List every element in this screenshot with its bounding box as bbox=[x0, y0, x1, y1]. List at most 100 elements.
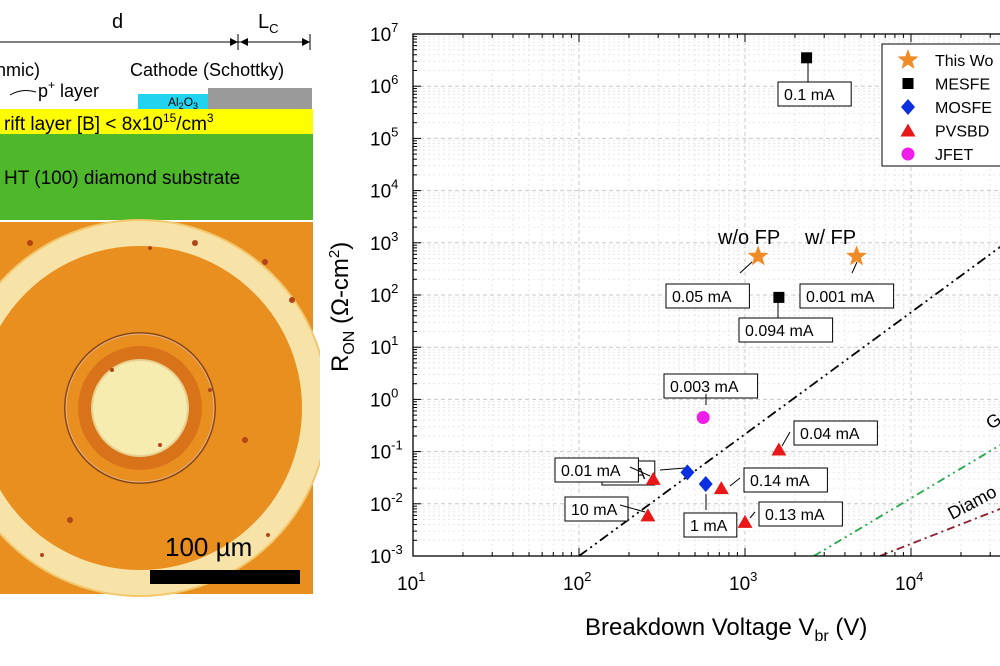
substrate-layer bbox=[0, 134, 313, 220]
axes: G Diamo 101 102 103 104 10-3 10-2 10-1 100 101 102 1… bbox=[370, 20, 1000, 595]
data-label-box bbox=[738, 317, 834, 343]
annotation-w-fp: w/ FP bbox=[804, 227, 856, 249]
dim-lc-arrow-left bbox=[240, 38, 248, 46]
data-label-leader bbox=[619, 504, 646, 513]
substrate-label: HT (100) diamond substrate bbox=[4, 168, 240, 189]
cathode-label: Cathode (Schottky) bbox=[130, 60, 284, 80]
legend-box bbox=[881, 43, 1000, 167]
marker-circle bbox=[901, 147, 915, 161]
data-label-leader bbox=[749, 511, 756, 519]
marker-star bbox=[747, 245, 769, 266]
dim-d-arrow bbox=[230, 38, 238, 46]
marker-triangle bbox=[713, 481, 729, 495]
marker-square bbox=[801, 52, 813, 64]
limit-line-label: G bbox=[982, 409, 1000, 433]
dim-lc-label: LC bbox=[258, 11, 279, 36]
data-label: 10 mA bbox=[571, 502, 618, 519]
annotation-wo-fp: w/o FP bbox=[717, 227, 780, 249]
anode-ring-outline bbox=[64, 332, 216, 484]
anode-center-edge bbox=[91, 359, 189, 457]
data-label: 0.094 mA bbox=[745, 323, 814, 340]
data-label-leader bbox=[659, 467, 686, 471]
marker-diamond bbox=[901, 99, 915, 115]
data-label: 0.04 mA bbox=[800, 426, 860, 443]
ohmic-label: hmic) bbox=[0, 60, 40, 80]
al2o3-label: Al2O3 bbox=[168, 95, 198, 111]
marker-square bbox=[902, 78, 914, 89]
x-tick-label: 104 bbox=[895, 569, 923, 595]
data-label: 0.14 mA bbox=[750, 473, 810, 490]
legend: This Wo MESFE MOSFE PVSBD JFET bbox=[881, 43, 1000, 167]
data-label-box bbox=[665, 283, 750, 309]
surface-defects bbox=[27, 240, 295, 557]
cathode-metal bbox=[208, 88, 312, 109]
data-label-box bbox=[758, 501, 843, 527]
data-label-leader bbox=[851, 261, 858, 274]
drift-layer bbox=[0, 109, 313, 134]
data-label-leader bbox=[629, 466, 651, 477]
legend-entry: JFET bbox=[935, 147, 973, 164]
data-label-leader bbox=[781, 431, 791, 447]
outer-ring bbox=[0, 220, 320, 596]
marker-diamond bbox=[680, 464, 695, 481]
marker-triangle bbox=[640, 508, 656, 522]
anode-center bbox=[92, 360, 188, 456]
data-label-leader bbox=[739, 261, 753, 274]
marker-circle bbox=[696, 411, 710, 425]
x-tick-label: 102 bbox=[563, 569, 591, 595]
limit-line-label: Diamo bbox=[944, 481, 999, 523]
y-tick-label: 10-1 bbox=[370, 438, 403, 464]
y-tick-label: 10-3 bbox=[370, 542, 403, 568]
data-label: 1 mA bbox=[690, 518, 728, 535]
data-label: 0.01 mA bbox=[561, 463, 621, 480]
marker-square bbox=[773, 291, 785, 303]
data-label-box bbox=[683, 512, 738, 538]
dim-lc-arrow-right bbox=[302, 38, 310, 46]
anode-ring-inner bbox=[65, 333, 215, 483]
data-label-box bbox=[799, 283, 895, 309]
data-label: 0.13 mA bbox=[765, 507, 825, 524]
marker-triangle bbox=[771, 442, 787, 456]
legend-entry: This Wo bbox=[935, 53, 993, 70]
data-label: 0.003 mA bbox=[670, 379, 739, 396]
marker-diamond bbox=[698, 475, 713, 492]
data-label-box bbox=[777, 81, 852, 107]
x-tick-label: 101 bbox=[397, 569, 425, 595]
data-label-leader bbox=[729, 477, 741, 487]
device-panel: d LC hmic) p+ layer Cathode (Schottky) A… bbox=[0, 11, 320, 597]
p-layer-leader bbox=[9, 90, 37, 96]
y-tick-label: 10-2 bbox=[370, 490, 403, 516]
data-labels: 0.05 mA0.001 mA0.1 mA0.094 mA1 mA1 mA0.0… bbox=[554, 58, 895, 538]
marker-triangle bbox=[645, 471, 661, 485]
marker-star bbox=[846, 245, 867, 266]
legend-entry: MOSFE bbox=[935, 100, 992, 117]
data-label: 0.05 mA bbox=[672, 289, 732, 306]
outer-ring-edge bbox=[0, 219, 320, 597]
y-axis-title: RON (Ω-cm2) bbox=[326, 242, 358, 372]
p-layer-label: p+ layer bbox=[38, 78, 99, 101]
data-label: 0.1 mA bbox=[784, 87, 835, 104]
axis-titles: Breakdown Voltage Vbr (V) RON (Ω-cm2) w/… bbox=[326, 227, 867, 645]
legend-entry: PVSBD bbox=[935, 124, 989, 141]
y-tick-label: 106 bbox=[370, 72, 398, 98]
limit-line bbox=[813, 444, 1000, 556]
dim-d-label: d bbox=[112, 11, 123, 33]
y-tick-label: 100 bbox=[370, 385, 398, 411]
marker-star bbox=[897, 49, 919, 69]
y-tick-label: 101 bbox=[370, 333, 398, 359]
data-label: 0.001 mA bbox=[806, 289, 875, 306]
data-markers bbox=[640, 52, 867, 528]
drift-layer-label: rift layer [B] < 8x1015/cm3 bbox=[4, 111, 214, 135]
x-axis-title: Breakdown Voltage Vbr (V) bbox=[585, 614, 867, 645]
marker-triangle bbox=[737, 514, 753, 528]
legend-entry: MESFE bbox=[935, 77, 990, 94]
marker-triangle bbox=[900, 123, 916, 137]
data-label-box bbox=[554, 457, 639, 483]
limit-line bbox=[578, 245, 1000, 556]
y-tick-label: 104 bbox=[370, 177, 398, 203]
data-label-box bbox=[793, 420, 878, 446]
data-label-box bbox=[564, 496, 629, 522]
scale-bar-label: 100 µm bbox=[165, 532, 252, 562]
y-tick-label: 105 bbox=[370, 124, 398, 150]
